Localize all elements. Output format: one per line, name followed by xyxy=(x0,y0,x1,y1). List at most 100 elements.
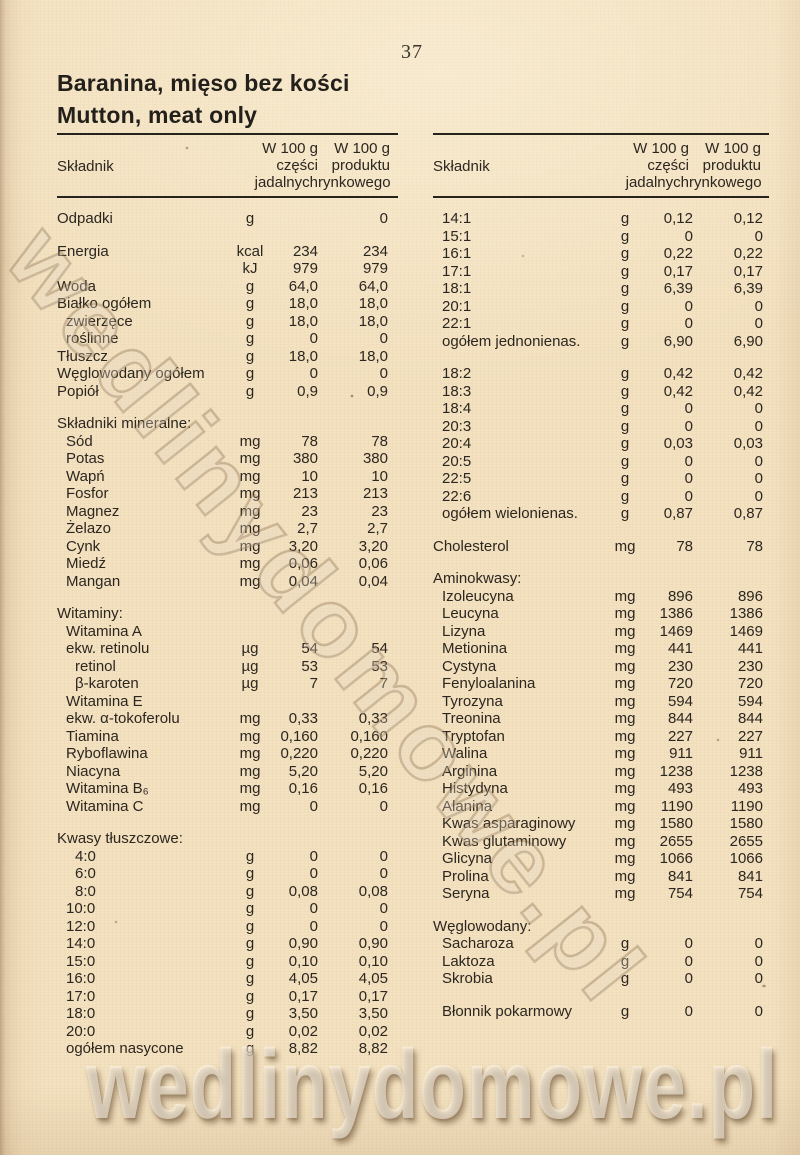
row-label: 15:1 xyxy=(442,227,472,245)
row-unit: mg xyxy=(614,710,636,727)
nutrition-table-left: Składnik W 100 g części jadalnych W 100 … xyxy=(57,133,398,1058)
row-unit: g xyxy=(245,847,255,865)
row-value-edible: 0,17 xyxy=(288,987,318,1005)
table-row: Węglowodany ogółem g 0 0 xyxy=(57,365,398,383)
row-value-market: 1386 xyxy=(729,605,763,622)
table-row: Popiół g 0,9 0,9 xyxy=(57,383,398,401)
row-value-market: 1066 xyxy=(729,850,763,867)
table-row: ogółem wielonienas. g 0,87 0,87 xyxy=(433,505,769,523)
row-label: Ryboflawina xyxy=(66,745,148,762)
row-label: 4:0 xyxy=(75,847,96,865)
row-unit xyxy=(220,605,280,623)
row-value-edible: 0,17 xyxy=(663,262,693,280)
row-label: 20:3 xyxy=(442,417,472,435)
table-row: Odpadki g 0 xyxy=(57,210,398,228)
row-unit: mg xyxy=(239,555,261,572)
row-value-market: 0,90 xyxy=(358,935,388,952)
column-header-ingredient: Składnik xyxy=(57,157,114,175)
row-label: Magnez xyxy=(66,502,120,520)
row-unit xyxy=(220,623,280,641)
table-row: Leucyna mg 1386 1386 xyxy=(433,605,769,623)
row-value-edible: 6,90 xyxy=(663,332,693,350)
row-value-edible: 441 xyxy=(667,640,693,657)
row-label: 14:1 xyxy=(442,210,472,227)
row-label: Kwas glutaminowy xyxy=(442,832,567,850)
row-unit: g xyxy=(620,435,630,452)
table-row: Mangan mg 0,04 0,04 xyxy=(57,573,398,591)
table-row: 18:1 g 6,39 6,39 xyxy=(433,280,769,298)
row-unit xyxy=(595,918,655,936)
table-row: Kwas glutaminowy mg 2655 2655 xyxy=(433,833,769,851)
row-label: Cynk xyxy=(66,537,101,555)
row-value-market xyxy=(318,693,388,711)
row-value-edible: 0 xyxy=(684,487,693,505)
row-label: Kwas asparaginowy xyxy=(442,815,576,832)
row-unit: g xyxy=(245,1005,255,1022)
table-row: 10:0 g 0 0 xyxy=(57,900,398,918)
table-row: ogółem nasycone g 8,82 8,82 xyxy=(57,1040,398,1058)
row-value-market: 0 xyxy=(754,400,763,417)
row-unit: mg xyxy=(239,432,261,450)
row-label: 20:4 xyxy=(442,435,472,452)
table-row: 20:5 g 0 0 xyxy=(433,453,769,471)
row-unit: g xyxy=(620,952,630,970)
row-label: Arginina xyxy=(442,762,498,780)
row-unit: kcal xyxy=(236,242,264,260)
row-label: 20:5 xyxy=(442,452,472,470)
table-row: Niacyna mg 5,20 5,20 xyxy=(57,763,398,781)
table-row: 8:0 g 0,08 0,08 xyxy=(57,883,398,901)
row-value-market xyxy=(318,605,388,623)
row-value-edible: 78 xyxy=(676,537,693,555)
row-value-market: 18,0 xyxy=(358,347,388,365)
row-unit: µg xyxy=(241,657,259,675)
table-row: 18:3 g 0,42 0,42 xyxy=(433,383,769,401)
row-unit: g xyxy=(620,417,630,435)
row-value-market: 0 xyxy=(379,210,388,227)
row-value-edible: 1066 xyxy=(659,850,693,867)
row-label: Witamina E xyxy=(66,692,143,710)
row-value-market: 23 xyxy=(371,502,388,520)
row-value-edible: 0,90 xyxy=(288,935,318,952)
row-value-edible: 230 xyxy=(667,657,693,675)
table-header-right: Składnik W 100 g części jadalnych W 100 … xyxy=(433,133,769,198)
row-value-market: 0 xyxy=(379,797,388,815)
row-value-edible: 0 xyxy=(684,227,693,245)
row-unit: g xyxy=(245,330,255,347)
table-row: 12:0 g 0 0 xyxy=(57,918,398,936)
row-label: Fenyloalanina xyxy=(442,675,536,692)
column-header-edible-portion: W 100 g części jadalnych xyxy=(625,140,689,191)
row-label: 17:0 xyxy=(66,987,96,1005)
row-value-market: 0,03 xyxy=(733,435,763,452)
row-label: 20:0 xyxy=(66,1022,96,1040)
row-value-market: 0 xyxy=(379,917,388,935)
row-label: Wapń xyxy=(66,467,105,485)
row-value-market: 54 xyxy=(371,640,388,657)
row-value-edible: 1386 xyxy=(659,605,693,622)
row-value-market: 754 xyxy=(737,885,763,902)
table-row: 16:0 g 4,05 4,05 xyxy=(57,970,398,988)
row-value-edible: 0 xyxy=(684,417,693,435)
row-value-market: 53 xyxy=(371,657,388,675)
table-row: Energia kcal 234 234 xyxy=(57,243,398,261)
row-unit: mg xyxy=(614,867,636,885)
row-unit: g xyxy=(620,227,630,245)
row-label: Woda xyxy=(57,277,96,295)
row-value-edible xyxy=(280,210,318,228)
row-value-market: 8,82 xyxy=(358,1040,388,1057)
row-value-market xyxy=(693,918,763,936)
table-row: 18:0 g 3,50 3,50 xyxy=(57,1005,398,1023)
table-row: Fosfor mg 213 213 xyxy=(57,485,398,503)
row-value-edible: 3,50 xyxy=(288,1005,318,1022)
row-value-edible: 0,220 xyxy=(280,745,318,762)
row-value-market: 1580 xyxy=(729,815,763,832)
row-label: Popiół xyxy=(57,382,99,400)
row-label: Węglowodany ogółem xyxy=(57,365,205,382)
row-label: Witamina B₆ xyxy=(66,780,149,797)
table-row: Prolina mg 841 841 xyxy=(433,868,769,886)
row-label: 18:0 xyxy=(66,1005,96,1022)
row-value-edible: 1469 xyxy=(659,622,693,640)
page-number: 37 xyxy=(401,41,423,63)
row-value-edible: 18,0 xyxy=(288,347,318,365)
row-label: Laktoza xyxy=(442,952,495,970)
row-unit: g xyxy=(245,382,255,400)
